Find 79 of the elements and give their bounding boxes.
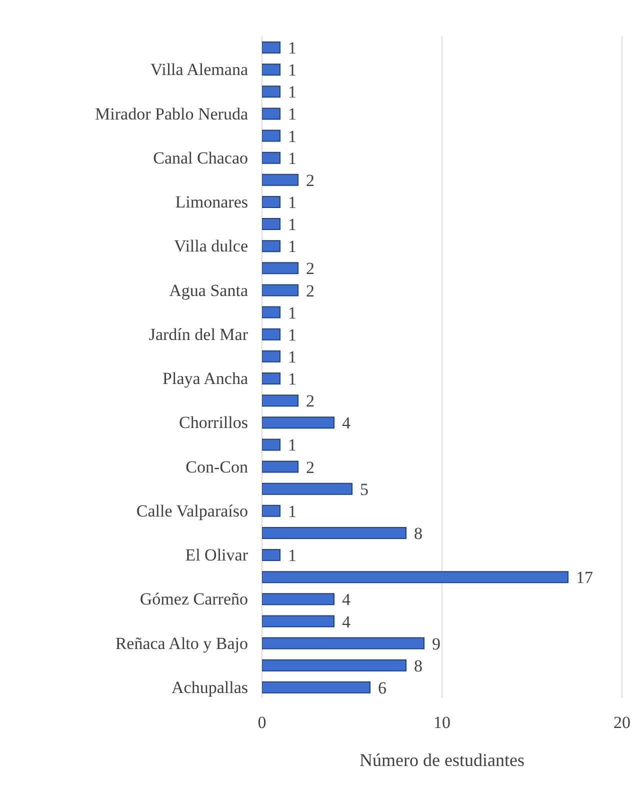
y-tick-label: Villa Alemana [150, 60, 248, 80]
data-label: 1 [288, 237, 296, 256]
y-tick-label: Jardín del Mar [148, 324, 248, 344]
data-label: 4 [342, 590, 351, 610]
bar [262, 64, 280, 76]
y-tick-label: Achupallas [172, 678, 248, 697]
data-label: 5 [360, 480, 368, 499]
data-label: 1 [288, 370, 296, 389]
bar [262, 42, 280, 54]
data-label: 1 [288, 347, 296, 366]
y-tick-label: Calle Valparaíso [136, 501, 248, 520]
bar [262, 372, 280, 384]
data-label: 1 [288, 104, 296, 124]
x-axis-title: Número de estudiantes [360, 750, 524, 770]
y-tick-label: Canal Chacao [153, 148, 248, 168]
bar [262, 394, 298, 407]
data-label: 1 [288, 215, 296, 234]
data-label: 2 [306, 281, 314, 300]
bar [262, 350, 280, 362]
data-label: 1 [288, 148, 296, 168]
bar [262, 659, 406, 672]
y-tick-label: Reñaca Alto y Bajo [115, 634, 248, 653]
data-label: 4 [342, 414, 351, 433]
bar [262, 152, 280, 164]
bar [262, 262, 298, 274]
bar [262, 637, 424, 650]
data-label: 1 [288, 325, 296, 344]
bar [262, 174, 298, 186]
data-label: 9 [432, 634, 440, 654]
data-label: 8 [414, 656, 422, 676]
data-label: 1 [288, 502, 296, 521]
data-label: 1 [288, 60, 296, 80]
x-tick-label: 20 [614, 713, 630, 732]
y-tick-label: Chorrillos [179, 413, 248, 432]
data-label: 1 [288, 546, 296, 566]
y-tick-label: Playa Ancha [162, 369, 248, 388]
y-tick-label: Mirador Pablo Neruda [95, 104, 248, 124]
bar [262, 549, 280, 562]
data-label: 1 [288, 82, 296, 102]
bar [262, 593, 334, 606]
bar [262, 86, 280, 98]
data-label: 1 [288, 38, 296, 58]
y-tick-label: Limonares [175, 192, 248, 212]
data-label: 4 [342, 612, 351, 632]
data-label: 8 [414, 524, 422, 543]
x-tick-label: 10 [434, 713, 450, 732]
bar [262, 284, 298, 296]
bar [262, 504, 280, 517]
bar [262, 681, 370, 694]
data-label: 1 [288, 193, 296, 212]
data-label: 2 [306, 259, 314, 278]
y-tick-label: Agua Santa [169, 280, 248, 300]
bar [262, 130, 280, 142]
y-tick-label: Gómez Carreño [140, 590, 248, 609]
data-label: 2 [306, 170, 314, 190]
data-label: 1 [288, 436, 296, 455]
bar [262, 460, 298, 473]
y-tick-label: Villa dulce [174, 236, 248, 256]
bar [262, 108, 280, 120]
bar [262, 438, 280, 451]
data-label: 2 [306, 458, 314, 477]
bar [262, 482, 352, 495]
x-tick-label: 0 [258, 713, 266, 732]
data-label: 1 [288, 126, 296, 146]
bar [262, 328, 280, 340]
data-label: 6 [378, 678, 386, 698]
y-tick-label: Con-Con [186, 457, 248, 476]
bar [262, 416, 334, 429]
bar [262, 306, 280, 318]
bar [262, 196, 280, 208]
data-label: 17 [576, 568, 594, 588]
data-label: 2 [306, 392, 314, 411]
bar [262, 615, 334, 628]
bar [262, 526, 406, 539]
bar [262, 240, 280, 252]
y-tick-label: El Olivar [185, 546, 248, 565]
bar [262, 218, 280, 230]
data-label: 1 [288, 303, 296, 322]
bar [262, 571, 568, 584]
